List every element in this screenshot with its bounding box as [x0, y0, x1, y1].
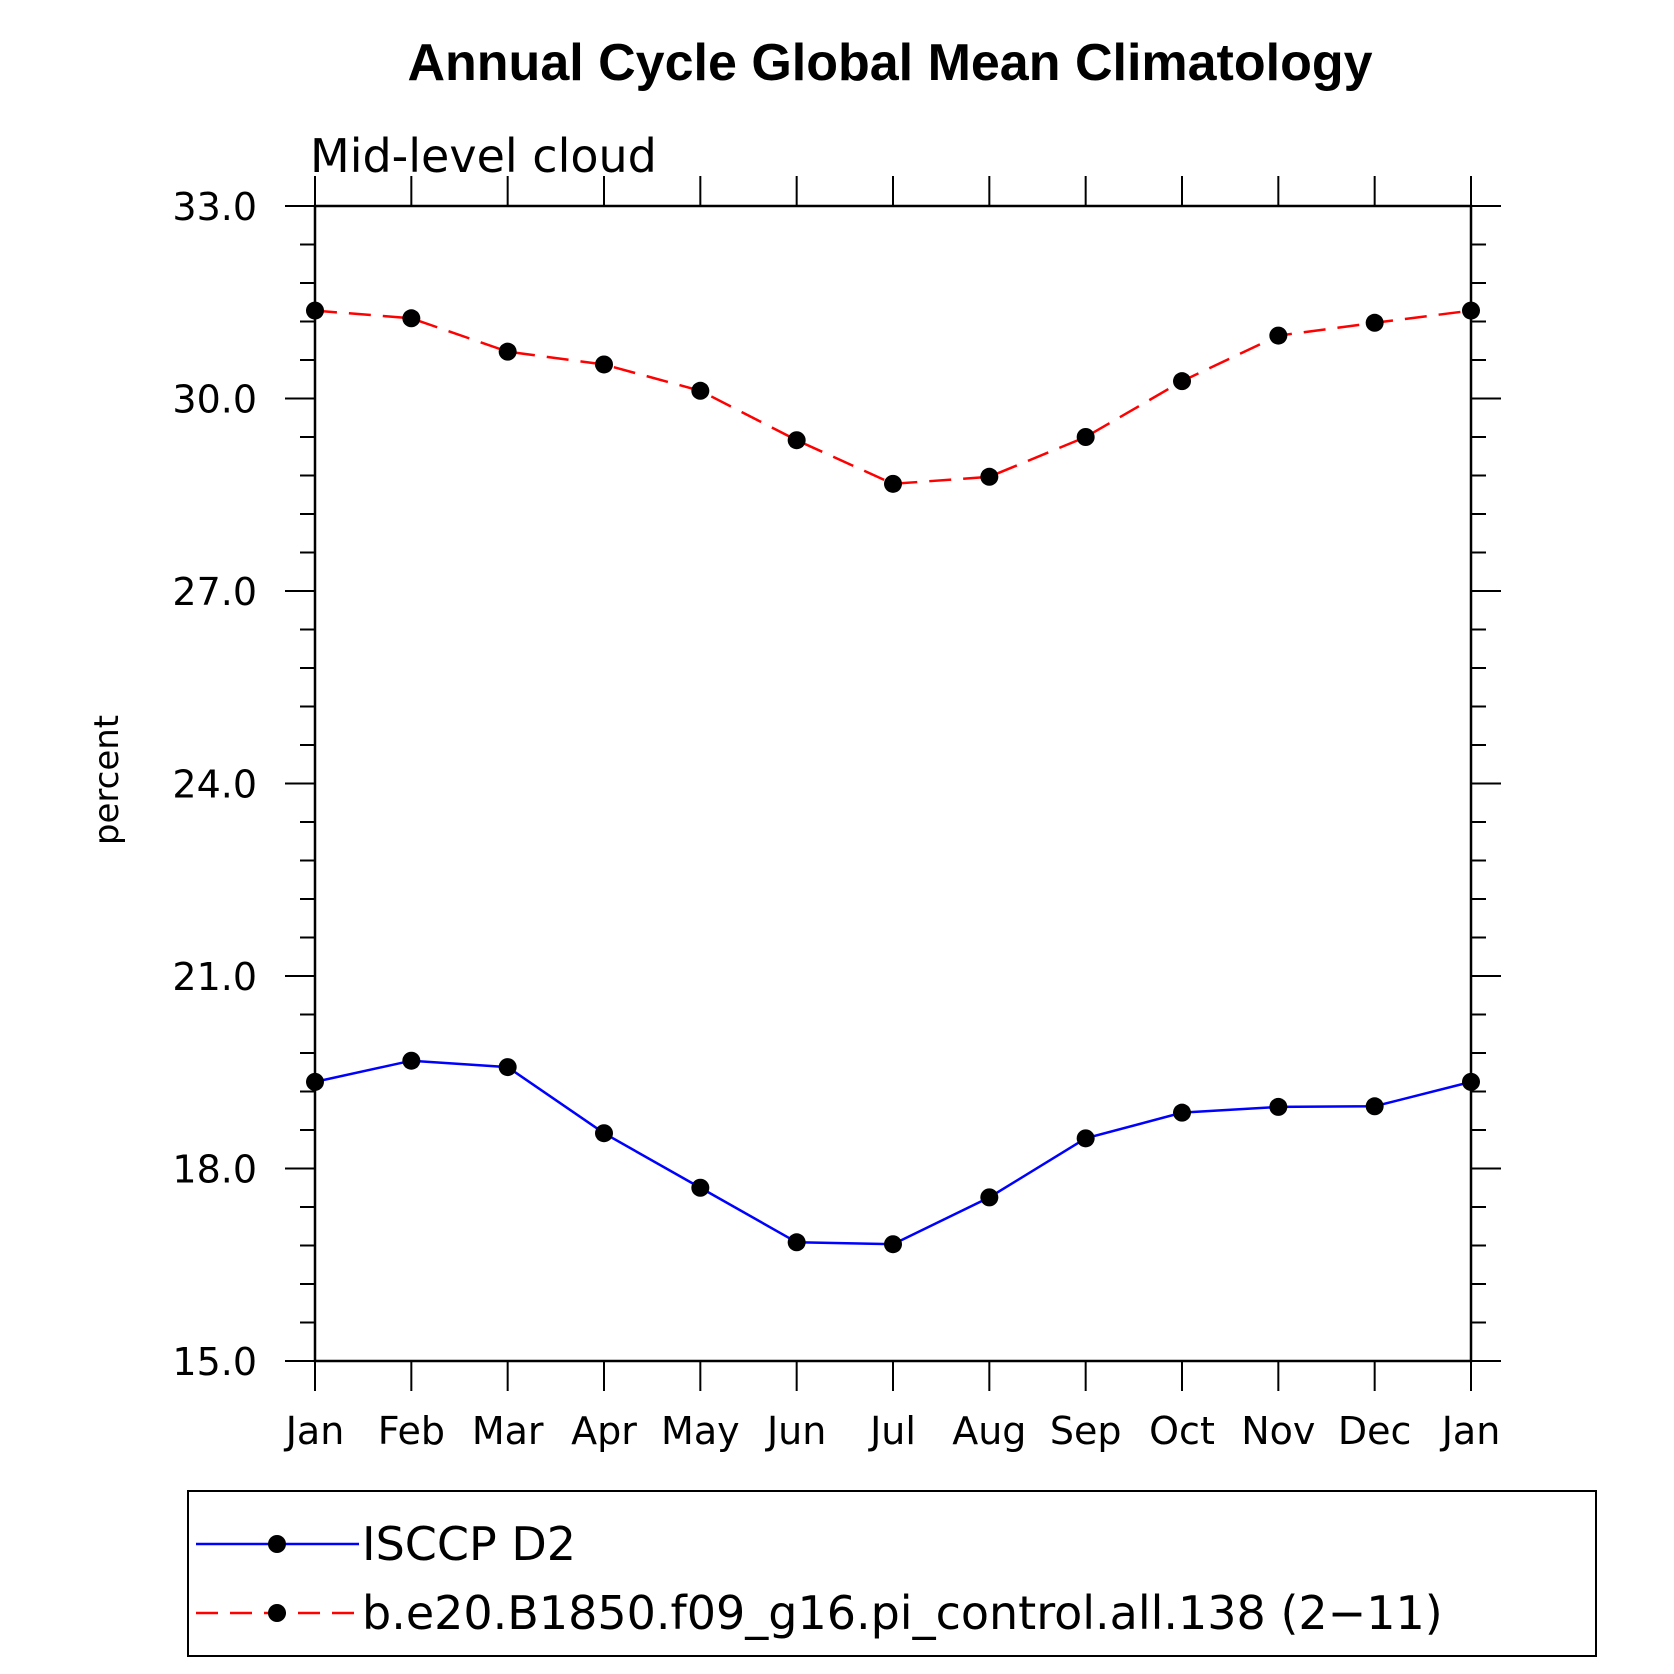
- data-point: [1173, 372, 1191, 391]
- plot-frame: [313, 204, 1473, 1363]
- legend-items: ISCCP D2 b.e20.B1850.f09_g16.pi_control.a…: [196, 1517, 1443, 1640]
- y-tick-label: 27.0: [172, 570, 257, 614]
- data-point: [306, 1072, 324, 1091]
- data-point: [980, 1188, 999, 1207]
- chart-title: Annual Cycle Global Mean Climatology: [407, 34, 1372, 92]
- x-tick-label: Oct: [1149, 1409, 1215, 1453]
- data-point: [980, 467, 999, 486]
- data-point: [1365, 313, 1384, 332]
- data-point: [1173, 1103, 1191, 1122]
- x-tick-label: Jan: [1440, 1409, 1501, 1453]
- data-point: [787, 431, 806, 450]
- data-point: [402, 309, 421, 328]
- x-tick-label: Jan: [284, 1409, 345, 1453]
- legend-label: b.e20.B1850.f09_g16.pi_control.all.138 (…: [362, 1586, 1443, 1640]
- data-point: [884, 1235, 902, 1254]
- data-point: [402, 1051, 421, 1070]
- x-tick-label: Mar: [472, 1409, 544, 1453]
- y-tick-label: 30.0: [172, 378, 257, 422]
- y-tick-label: 24.0: [172, 763, 257, 807]
- y-axis-ticks: 15.0 18.0 21.0 24.0 27.0 30.0 33.0: [172, 185, 1501, 1384]
- data-point: [595, 1124, 613, 1143]
- x-tick-label: Jul: [868, 1409, 916, 1453]
- data-point: [498, 342, 517, 361]
- series-line: [314, 1059, 1472, 1246]
- data-point: [1462, 1072, 1480, 1091]
- series-layer: [306, 301, 1480, 1254]
- chart-subtitle: Mid-level cloud: [310, 129, 657, 183]
- legend-label: ISCCP D2: [362, 1517, 576, 1571]
- x-tick-label: Sep: [1050, 1409, 1122, 1453]
- data-point: [1269, 1097, 1288, 1116]
- data-point: [1269, 326, 1288, 345]
- data-point: [1365, 1097, 1384, 1116]
- data-point: [691, 381, 710, 400]
- series-1: [306, 1051, 1480, 1254]
- x-tick-label: Jun: [765, 1409, 826, 1453]
- legend: ISCCP D2 b.e20.B1850.f09_g16.pi_control.a…: [187, 1490, 1597, 1657]
- data-point: [1076, 428, 1095, 446]
- data-point: [884, 474, 902, 493]
- data-point: [787, 1233, 806, 1252]
- data-point: [1462, 301, 1480, 320]
- x-tick-label: Dec: [1338, 1409, 1412, 1453]
- x-tick-label: May: [661, 1409, 740, 1453]
- x-tick-label: Feb: [378, 1409, 445, 1453]
- data-point: [691, 1178, 710, 1197]
- legend-marker: [268, 1535, 286, 1553]
- legend-box: [187, 1490, 1597, 1657]
- y-tick-label: 33.0: [172, 185, 257, 229]
- data-point: [1076, 1129, 1095, 1148]
- x-axis-ticks: Jan Feb Mar Apr May Jun Jul Aug Sep Oct Nov Dec Jan: [284, 176, 1501, 1453]
- axes: [313, 204, 1473, 1363]
- y-tick-label: 18.0: [172, 1148, 257, 1192]
- legend-marker: [268, 1604, 286, 1622]
- y-tick-label: 15.0: [172, 1340, 257, 1384]
- y-axis-label: percent: [87, 715, 127, 845]
- x-tick-label: Apr: [571, 1409, 637, 1453]
- x-tick-label: Nov: [1241, 1409, 1315, 1453]
- series-line: [314, 309, 1472, 486]
- data-point: [498, 1058, 517, 1077]
- data-point: [595, 355, 613, 374]
- series-2: [306, 301, 1480, 493]
- y-tick-label: 21.0: [172, 955, 257, 999]
- data-point: [306, 301, 324, 320]
- x-tick-label: Aug: [952, 1409, 1026, 1453]
